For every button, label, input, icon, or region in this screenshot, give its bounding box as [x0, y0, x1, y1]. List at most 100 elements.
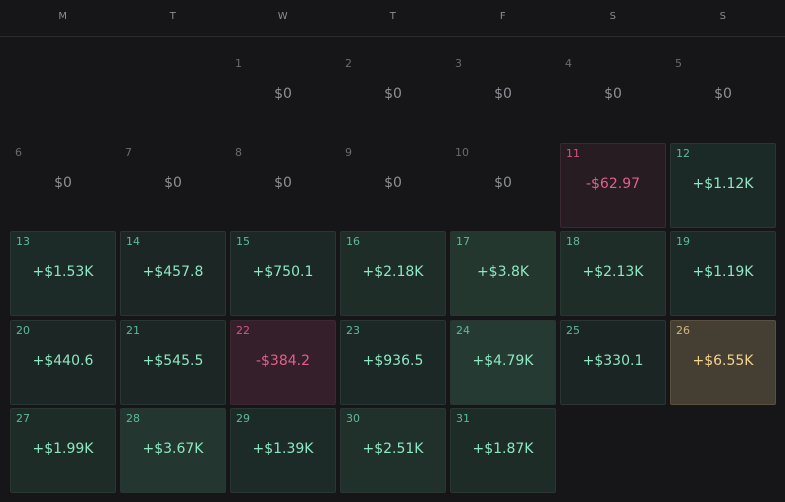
day-cell[interactable]: 14 +$457.8: [120, 231, 226, 316]
day-number: 25: [566, 324, 580, 337]
day-number: 14: [126, 235, 140, 248]
day-cell[interactable]: 30 +$2.51K: [340, 408, 446, 493]
day-number: 3: [455, 57, 462, 70]
day-pnl: $0: [494, 86, 512, 102]
day-cell[interactable]: 19 +$1.19K: [670, 231, 776, 316]
day-number: 28: [126, 412, 140, 425]
day-number: 11: [566, 147, 580, 160]
day-pnl: $0: [54, 175, 72, 191]
day-number: 23: [346, 324, 360, 337]
day-cell[interactable]: 9 $0: [340, 143, 446, 228]
weekday-saturday: S: [609, 11, 617, 22]
day-cell[interactable]: 8 $0: [230, 143, 336, 228]
weekday-wednesday: W: [277, 11, 289, 22]
weekday-header: M T W T F S S: [0, 0, 785, 37]
day-number: 18: [566, 235, 580, 248]
day-cell[interactable]: 23 +$936.5: [340, 320, 446, 405]
day-number: 17: [456, 235, 470, 248]
day-pnl: -$384.2: [255, 353, 311, 369]
day-cell[interactable]: 25 +$330.1: [560, 320, 666, 405]
day-pnl: $0: [274, 86, 292, 102]
weekday-sunday: S: [719, 11, 727, 22]
day-cell[interactable]: 7 $0: [120, 143, 226, 228]
day-number: 20: [16, 324, 30, 337]
day-number: 10: [455, 146, 469, 159]
day-pnl: +$1.99K: [32, 441, 94, 457]
day-cell[interactable]: 20 +$440.6: [10, 320, 116, 405]
day-cell[interactable]: 6 $0: [10, 143, 116, 228]
day-cell[interactable]: 2 $0: [340, 54, 446, 139]
weekday-thursday: T: [389, 11, 397, 22]
day-number: 5: [675, 57, 682, 70]
day-cell[interactable]: 29 +$1.39K: [230, 408, 336, 493]
day-cell[interactable]: 24 +$4.79K: [450, 320, 556, 405]
day-pnl: +$1.12K: [692, 176, 754, 192]
day-number: 13: [16, 235, 30, 248]
day-cell[interactable]: 28 +$3.67K: [120, 408, 226, 493]
day-cell[interactable]: 4 $0: [560, 54, 666, 139]
day-cell[interactable]: 12 +$1.12K: [670, 143, 776, 228]
day-cell[interactable]: 13 +$1.53K: [10, 231, 116, 316]
weekday-friday: F: [499, 11, 507, 22]
day-pnl: $0: [604, 86, 622, 102]
day-number: 21: [126, 324, 140, 337]
day-cell[interactable]: 3 $0: [450, 54, 556, 139]
day-number: 9: [345, 146, 352, 159]
day-pnl: +$2.51K: [362, 441, 424, 457]
day-number: 6: [15, 146, 22, 159]
day-number: 1: [235, 57, 242, 70]
day-number: 27: [16, 412, 30, 425]
day-pnl: +$1.53K: [32, 264, 94, 280]
day-number: 16: [346, 235, 360, 248]
day-pnl: +$6.55K: [692, 353, 754, 369]
day-pnl: +$3.8K: [476, 264, 530, 280]
weekday-monday: M: [58, 11, 68, 22]
day-pnl: +$4.79K: [472, 353, 534, 369]
day-number: 19: [676, 235, 690, 248]
day-pnl: +$1.39K: [252, 441, 314, 457]
day-pnl: $0: [714, 86, 732, 102]
day-pnl: +$330.1: [582, 353, 644, 369]
day-pnl: +$457.8: [142, 264, 204, 280]
day-number: 12: [676, 147, 690, 160]
day-pnl: +$2.13K: [582, 264, 644, 280]
day-cell[interactable]: 1 $0: [230, 54, 336, 139]
day-number: 2: [345, 57, 352, 70]
day-cell[interactable]: 21 +$545.5: [120, 320, 226, 405]
day-pnl: $0: [164, 175, 182, 191]
day-number: 22: [236, 324, 250, 337]
day-number: 30: [346, 412, 360, 425]
day-cell[interactable]: 22 -$384.2: [230, 320, 336, 405]
day-cell[interactable]: 27 +$1.99K: [10, 408, 116, 493]
day-cell[interactable]: 16 +$2.18K: [340, 231, 446, 316]
day-cell[interactable]: 17 +$3.8K: [450, 231, 556, 316]
day-cell[interactable]: 5 $0: [670, 54, 776, 139]
day-number: 15: [236, 235, 250, 248]
day-cell[interactable]: 18 +$2.13K: [560, 231, 666, 316]
day-pnl: +$1.87K: [472, 441, 534, 457]
day-number: 26: [676, 324, 690, 337]
day-pnl: +$1.19K: [692, 264, 754, 280]
day-number: 24: [456, 324, 470, 337]
day-cell[interactable]: 15 +$750.1: [230, 231, 336, 316]
day-number: 29: [236, 412, 250, 425]
weekday-tuesday: T: [169, 11, 177, 22]
day-pnl: $0: [384, 175, 402, 191]
day-pnl: $0: [274, 175, 292, 191]
day-cell[interactable]: 31 +$1.87K: [450, 408, 556, 493]
day-cell[interactable]: 10 $0: [450, 143, 556, 228]
day-pnl: +$440.6: [32, 353, 94, 369]
day-pnl: $0: [384, 86, 402, 102]
day-number: 7: [125, 146, 132, 159]
day-pnl: +$2.18K: [362, 264, 424, 280]
day-pnl: -$62.97: [585, 176, 641, 192]
day-number: 4: [565, 57, 572, 70]
day-cell[interactable]: 11 -$62.97: [560, 143, 666, 228]
day-pnl: +$3.67K: [142, 441, 204, 457]
empty-day-cell: [10, 54, 116, 139]
day-pnl: $0: [494, 175, 512, 191]
day-pnl: +$545.5: [142, 353, 204, 369]
day-pnl: +$750.1: [252, 264, 314, 280]
day-cell[interactable]: 26 +$6.55K: [670, 320, 776, 405]
